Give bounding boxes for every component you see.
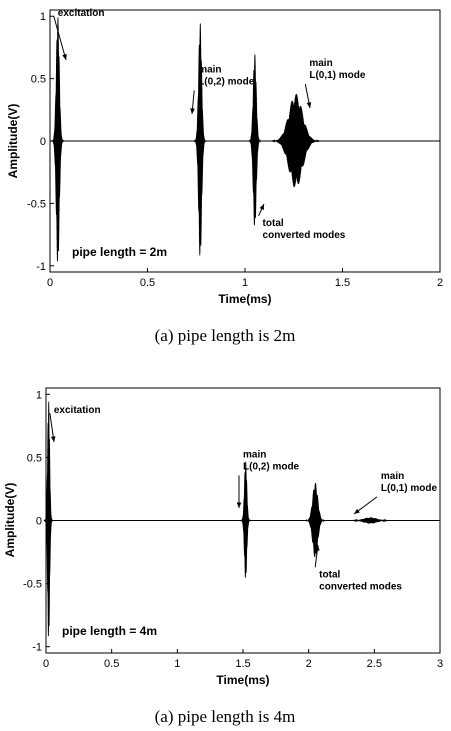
arrowhead bbox=[50, 436, 56, 442]
arrowhead bbox=[314, 545, 320, 551]
arrowhead bbox=[190, 108, 195, 114]
y-tick-label: 0 bbox=[40, 136, 46, 148]
annotations-2: excitation main L(0,2) mode main L(0,1) mode… bbox=[49, 405, 438, 592]
x-tick-label: 3 bbox=[437, 658, 443, 670]
y-tick-label: 1 bbox=[40, 11, 46, 23]
arrowhead bbox=[236, 502, 242, 508]
x-axis-label-1: Time(ms) bbox=[218, 292, 271, 306]
annotation-text: excitation bbox=[54, 405, 101, 416]
arrowhead bbox=[354, 508, 360, 514]
arrowhead bbox=[306, 102, 312, 108]
annotations-1: excitation main L(0,2) mode main L(0,1) mode… bbox=[53, 8, 366, 241]
y-tick-label: -1 bbox=[36, 261, 46, 273]
y-ticks-2: -1 -0.5 0 0.5 1 bbox=[23, 389, 50, 654]
x-ticks-1: 0 0.5 1 1.5 2 bbox=[47, 268, 443, 289]
signal-burst bbox=[344, 517, 397, 524]
x-tick-label: 2 bbox=[437, 277, 443, 289]
x-tick-label: 0.5 bbox=[104, 658, 119, 670]
y-tick-label: 0.5 bbox=[27, 452, 42, 464]
x-tick-label: 1 bbox=[242, 277, 248, 289]
x-ticks-2: 0 0.5 1 1.5 2 2.5 3 bbox=[43, 649, 443, 670]
annotation-text: main L(0,2) mode bbox=[243, 449, 300, 472]
arrowhead bbox=[62, 54, 67, 60]
y-axis-label-1: Amplitude(V) bbox=[6, 104, 20, 179]
annotation-text: main L(0,1) mode bbox=[309, 58, 366, 81]
annotation-text: excitation bbox=[58, 8, 105, 19]
signal-burst bbox=[247, 54, 262, 226]
signal-burst bbox=[268, 93, 324, 188]
x-tick-label: 0 bbox=[47, 277, 53, 289]
y-axis-label-2: Amplitude(V) bbox=[3, 483, 17, 558]
chart-panel-1: 0 0.5 1 1.5 2 -1 -0.5 0 0.5 1 Time(ms) Amplitude… bbox=[6, 8, 443, 345]
chart-panel-2: 0 0.5 1 1.5 2 2.5 3 -1 -0.5 0 0.5 1 Time(ms) Ampli… bbox=[3, 387, 443, 726]
x-tick-label: 2.5 bbox=[367, 658, 382, 670]
signal-trace-2 bbox=[43, 401, 397, 637]
annotation-text: main L(0,1) mode bbox=[381, 471, 438, 494]
x-tick-label: 2 bbox=[306, 658, 312, 670]
pipe-length-label-1: pipe length = 2m bbox=[72, 245, 167, 259]
x-tick-label: 0 bbox=[43, 658, 49, 670]
x-tick-label: 0.5 bbox=[140, 277, 155, 289]
annotation-arrow bbox=[53, 16, 67, 61]
x-tick-label: 1.5 bbox=[335, 277, 350, 289]
y-tick-label: -0.5 bbox=[23, 579, 42, 591]
annotation-text: total converted modes bbox=[263, 218, 346, 241]
signal-burst bbox=[240, 461, 252, 578]
y-tick-label: -0.5 bbox=[27, 198, 46, 210]
pipe-length-label-2: pipe length = 4m bbox=[62, 624, 157, 638]
y-tick-label: 0 bbox=[36, 516, 42, 528]
y-tick-label: 1 bbox=[36, 389, 42, 401]
annotation-text: main L(0,2) mode bbox=[198, 64, 255, 87]
x-tick-label: 1.5 bbox=[235, 658, 250, 670]
arrowhead bbox=[259, 204, 264, 210]
y-tick-label: 0.5 bbox=[31, 74, 46, 86]
y-tick-label: -1 bbox=[32, 642, 42, 654]
signal-burst bbox=[43, 401, 54, 637]
x-axis-label-2: Time(ms) bbox=[216, 673, 269, 687]
signal-burst bbox=[303, 482, 328, 558]
caption-1: (a) pipe length is 2m bbox=[155, 326, 296, 345]
caption-2: (a) pipe length is 4m bbox=[155, 707, 296, 726]
x-tick-label: 1 bbox=[174, 658, 180, 670]
annotation-text: total converted modes bbox=[319, 569, 402, 592]
y-ticks-1: -1 -0.5 0 0.5 1 bbox=[27, 11, 54, 273]
signal-burst bbox=[193, 23, 208, 256]
